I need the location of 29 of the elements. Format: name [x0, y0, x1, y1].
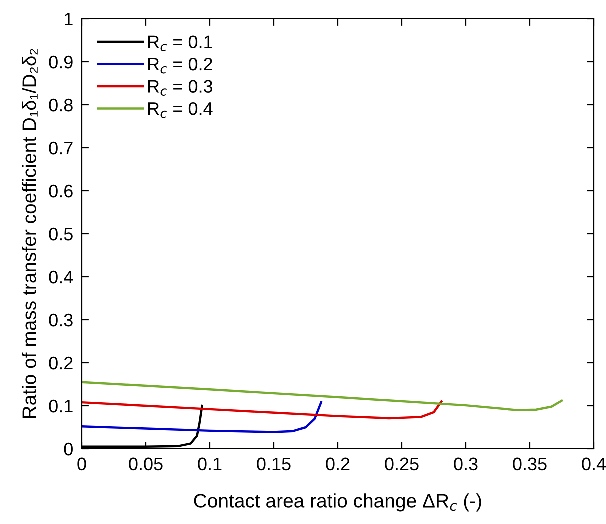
legend-label: R$_{c}$ = 0.2: [148, 58, 212, 74]
y-tick-label: 0.6: [49, 184, 73, 198]
line-series: [82, 381, 564, 412]
x-tick-label: 0: [78, 458, 86, 471]
y-tick-label: 0.7: [49, 142, 73, 155]
x-tick-label: 0.25: [385, 458, 419, 471]
line-series: [82, 400, 443, 420]
y-tick-label: 0.1: [49, 400, 73, 413]
x-tick-label: 0.4: [582, 458, 606, 471]
y-tick-label: 0.2: [49, 356, 73, 370]
legend-label: R$_{c}$ = 0.4: [148, 102, 213, 118]
y-tick-label: 0.8: [49, 98, 73, 112]
y-tick-label: 0.5: [49, 228, 73, 241]
x-tick-label: 0.05: [129, 458, 163, 471]
legend-label: R$_{c}$ = 0.3: [148, 80, 213, 96]
x-tick-label: 0.3: [454, 458, 478, 471]
y-tick-label: 0.9: [49, 56, 73, 69]
x-axis-title: Contact area ratio change ΔR$_{c}$ (-): [194, 494, 482, 512]
line-series: [82, 401, 322, 434]
y-axis-title: Ratio of mass transfer coefficient D₁δ₁/D₂δ₂: [22, 49, 38, 418]
x-tick-label: 0.1: [198, 458, 222, 471]
y-tick-label: 1: [65, 13, 73, 26]
legend-label: R$_{c}$ = 0.1: [148, 36, 212, 52]
y-tick-label: 0: [64, 442, 73, 456]
y-tick-label: 0.4: [49, 270, 74, 284]
x-tick-label: 0.2: [326, 458, 350, 471]
y-tick-label: 0.3: [49, 314, 73, 327]
x-tick-label: 0.35: [513, 458, 547, 471]
x-tick-label: 0.15: [257, 458, 291, 471]
